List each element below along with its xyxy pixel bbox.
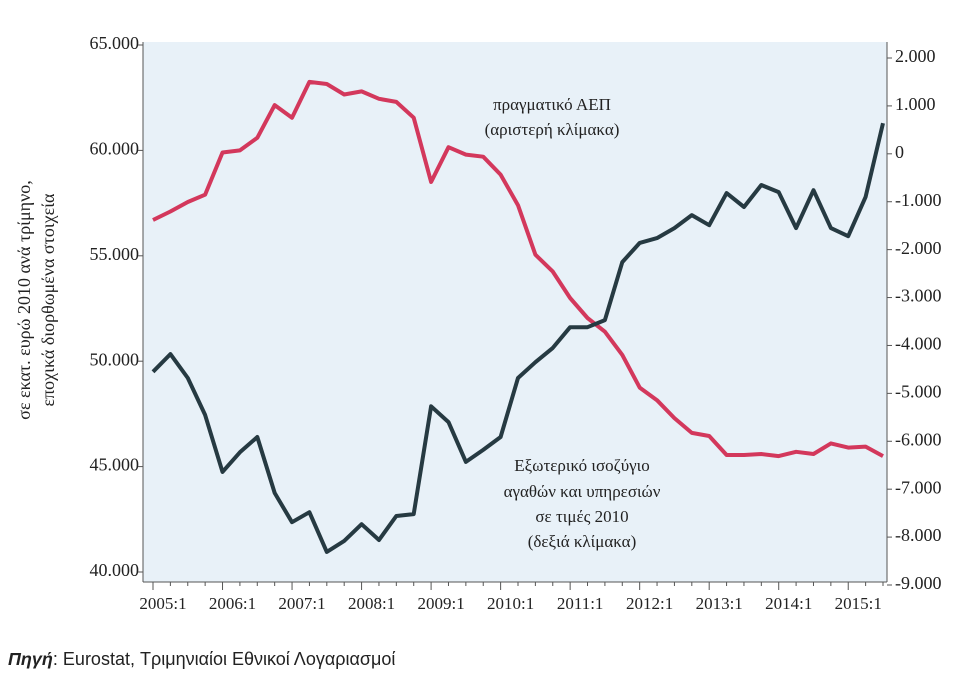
x-tick-label: 2015:1 xyxy=(835,594,882,613)
annotation: σε τιμές 2010 xyxy=(535,507,628,526)
annotation: αγαθών και υπηρεσιών xyxy=(504,482,661,501)
y2-tick-label: 2.000 xyxy=(895,46,936,66)
y2-tick-label: 1.000 xyxy=(895,94,936,114)
y-tick-label: 40.000 xyxy=(90,560,140,580)
y2-tick-label: -4.000 xyxy=(895,334,942,354)
y-tick-label: 45.000 xyxy=(90,455,140,475)
y-tick-label: 60.000 xyxy=(90,139,140,159)
x-tick-label: 2010:1 xyxy=(487,594,534,613)
y-tick-label: 50.000 xyxy=(90,349,140,369)
annotation: (αριστερή κλίμακα) xyxy=(485,120,620,139)
source-label: Πηγή xyxy=(8,649,53,669)
y2-tick-label: -9.000 xyxy=(895,573,942,593)
annotation: πραγματικό ΑΕΠ xyxy=(493,95,611,114)
x-tick-label: 2013:1 xyxy=(696,594,743,613)
x-tick-label: 2008:1 xyxy=(348,594,395,613)
y2-tick-label: -3.000 xyxy=(895,286,942,306)
y2-tick-label: 0 xyxy=(895,142,904,162)
y-tick-label: 65.000 xyxy=(90,33,140,53)
x-tick-label: 2009:1 xyxy=(417,594,464,613)
series-line xyxy=(151,122,885,554)
x-tick-label: 2012:1 xyxy=(626,594,673,613)
annotation: Εξωτερικό ισοζύγιο xyxy=(514,456,649,475)
y2-tick-label: -5.000 xyxy=(895,381,942,401)
plot-area xyxy=(143,42,887,582)
y2-tick-label: -7.000 xyxy=(895,477,942,497)
y2-tick-label: -8.000 xyxy=(895,525,942,545)
y2-tick-label: -2.000 xyxy=(895,238,942,258)
source: Πηγή: Eurostat, Τριμηνιαίοι Εθνικοί Λογα… xyxy=(8,649,395,669)
y-axis-label: σε εκατ. ευρώ 2010 ανά τρίμηνο, xyxy=(14,180,34,419)
annotation: (δεξιά κλίμακα) xyxy=(528,532,637,551)
x-tick-label: 2007:1 xyxy=(278,594,325,613)
x-tick-label: 2006:1 xyxy=(209,594,256,613)
x-tick-label: 2011:1 xyxy=(557,594,604,613)
source-text: : Eurostat, Τριμηνιαίοι Εθνικοί Λογαριασ… xyxy=(53,649,395,669)
y-tick-label: 55.000 xyxy=(90,244,140,264)
x-tick-label: 2005:1 xyxy=(139,594,186,613)
series-line xyxy=(152,79,884,459)
y-axis-label: εποχικά διορθωμένα στοιχεία xyxy=(38,193,58,407)
x-tick-label: 2014:1 xyxy=(765,594,812,613)
y2-tick-label: -1.000 xyxy=(895,190,942,210)
y2-tick-label: -6.000 xyxy=(895,429,942,449)
